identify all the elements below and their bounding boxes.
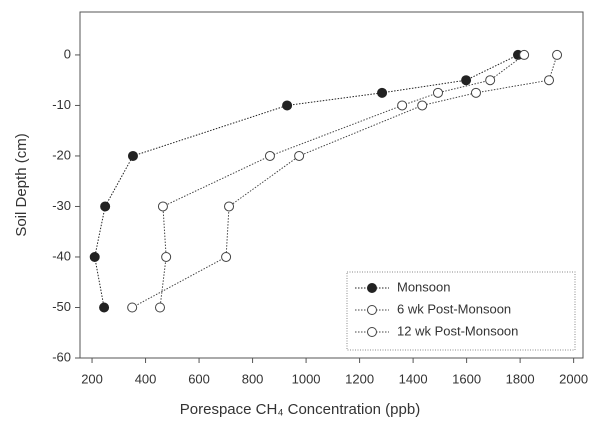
data-point: [157, 201, 168, 212]
plot-frame: [79, 11, 584, 359]
data-point: [377, 87, 388, 98]
data-point: [470, 87, 481, 98]
y-tick-label: 0: [64, 46, 71, 61]
data-point: [161, 251, 172, 262]
legend-label: 6 wk Post-Monsoon: [397, 301, 511, 316]
legend-marker: [367, 283, 377, 293]
x-tick-label: 400: [135, 371, 157, 386]
legend-marker: [367, 327, 377, 337]
data-point: [224, 201, 235, 212]
data-point: [461, 75, 472, 86]
legend-marker: [367, 305, 377, 315]
series-line: [131, 54, 558, 308]
data-point: [282, 100, 293, 111]
series-line: [159, 54, 525, 308]
y-tick-label: -50: [52, 299, 71, 314]
data-point: [154, 302, 165, 313]
y-tick-label: -30: [52, 198, 71, 213]
data-point: [264, 150, 275, 161]
y-tick-label: -20: [52, 147, 71, 162]
y-tick-label: -60: [52, 349, 71, 364]
x-tick-label: 1400: [399, 371, 428, 386]
data-point: [89, 251, 100, 262]
data-point: [221, 251, 232, 262]
data-point: [294, 150, 305, 161]
x-tick-label: 1600: [452, 371, 481, 386]
y-tick-label: -40: [52, 248, 71, 263]
x-tick-label: 1000: [292, 371, 321, 386]
data-point: [519, 49, 530, 60]
x-tick-label: 1200: [345, 371, 374, 386]
data-point: [552, 49, 563, 60]
series-line: [94, 54, 519, 308]
data-point: [432, 87, 443, 98]
x-tick-label: 600: [188, 371, 210, 386]
data-point: [127, 150, 138, 161]
y-axis-label: Soil Depth (cm): [13, 133, 30, 236]
data-point: [100, 201, 111, 212]
data-point: [397, 100, 408, 111]
x-tick-label: 800: [242, 371, 264, 386]
legend-label: Monsoon: [397, 279, 450, 294]
data-point: [127, 302, 138, 313]
data-point: [485, 75, 496, 86]
x-tick-label: 200: [81, 371, 103, 386]
x-axis-label: Porespace CH₄ Concentration (ppb): [180, 401, 420, 418]
legend-label: 12 wk Post-Monsoon: [397, 323, 518, 338]
data-point: [99, 302, 110, 313]
data-point: [544, 75, 555, 86]
x-tick-label: 1800: [506, 371, 535, 386]
x-tick-label: 2000: [559, 371, 588, 386]
y-tick-label: -10: [52, 97, 71, 112]
data-point: [417, 100, 428, 111]
legend-box: [346, 271, 576, 351]
